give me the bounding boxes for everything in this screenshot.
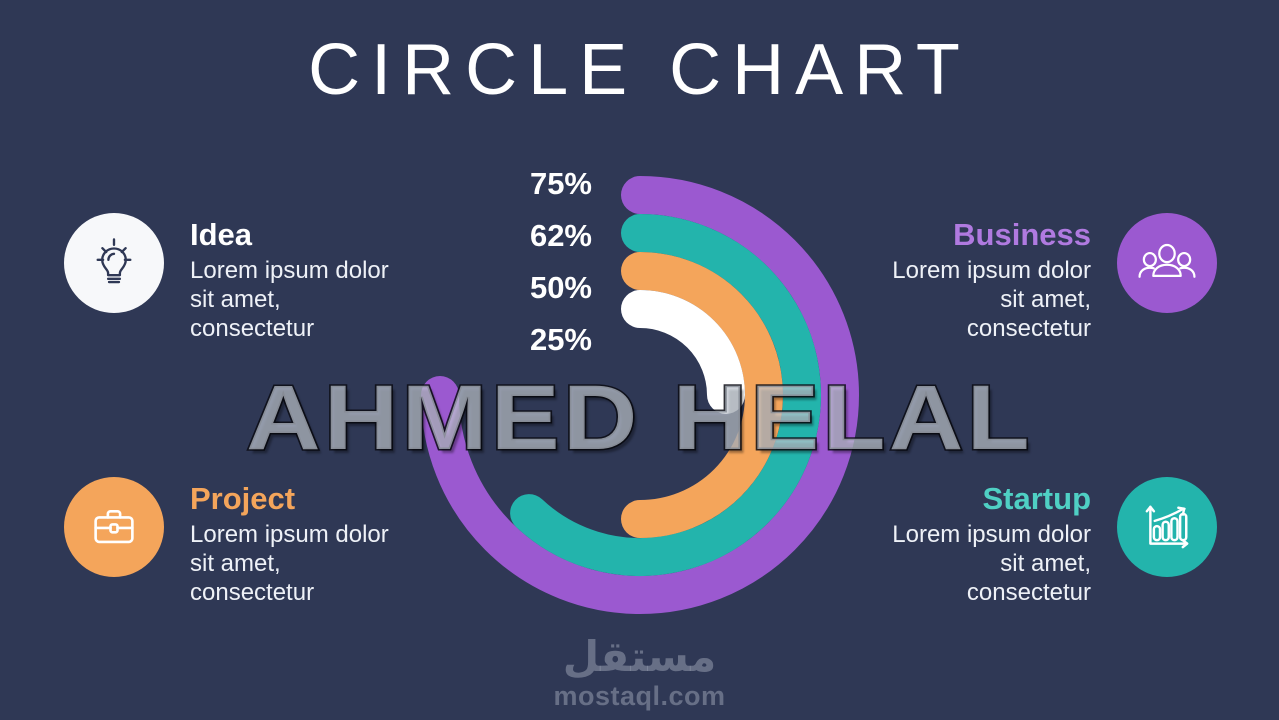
info-desc-project: Lorem ipsum dolor sit amet, consectetur	[190, 520, 389, 607]
info-text-idea: Idea Lorem ipsum dolor sit amet, consect…	[190, 213, 400, 343]
watermark-logo-domain: mostaql.com	[553, 681, 726, 711]
info-block-idea[interactable]: Idea Lorem ipsum dolor sit amet, consect…	[64, 213, 400, 343]
chart-arcs	[421, 176, 859, 614]
badge-startup	[1117, 477, 1217, 577]
watermark-logo: مستقل mostaql.com	[0, 636, 1279, 710]
info-text-startup: Startup Lorem ipsum dolor sit amet, cons…	[881, 477, 1091, 607]
info-title-project: Project	[190, 481, 296, 516]
info-desc-idea: Lorem ipsum dolor sit amet, consectetur	[190, 256, 389, 343]
info-block-startup[interactable]: Startup Lorem ipsum dolor sit amet, cons…	[881, 477, 1217, 607]
info-title-business: Business	[953, 217, 1091, 252]
page-title: CIRCLE CHART	[308, 30, 971, 110]
info-text-project: Project Lorem ipsum dolor sit amet, cons…	[190, 477, 400, 607]
circle-chart	[398, 153, 882, 637]
arc-segment-62	[510, 214, 821, 576]
arc-segment-50	[621, 252, 783, 538]
info-block-business[interactable]: Business Lorem ipsum dolor sit amet, con…	[881, 213, 1217, 343]
percentage-label-list: 75% 62% 50% 25%	[470, 168, 592, 376]
percentage-label-50: 50%	[529, 270, 592, 305]
lightbulb-icon	[96, 238, 132, 284]
circle-chart-svg	[421, 176, 859, 614]
people-group-icon	[1138, 243, 1196, 278]
badge-business	[1117, 213, 1217, 313]
info-desc-startup: Lorem ipsum dolor sit amet, consectetur	[892, 520, 1091, 607]
arc-segment-75	[421, 176, 859, 614]
badge-project	[64, 477, 164, 577]
watermark-logo-arabic: مستقل	[562, 632, 717, 681]
info-text-business: Business Lorem ipsum dolor sit amet, con…	[881, 213, 1091, 343]
percentage-label-25: 25%	[529, 322, 592, 357]
info-block-project[interactable]: Project Lorem ipsum dolor sit amet, cons…	[64, 477, 400, 607]
growth-chart-icon	[1145, 505, 1189, 549]
percentage-label-62: 62%	[529, 218, 592, 253]
percentage-label-75: 75%	[529, 166, 592, 201]
info-title-startup: Startup	[982, 481, 1092, 516]
badge-idea	[64, 213, 164, 313]
info-title-idea: Idea	[190, 217, 253, 252]
arc-segment-25	[621, 290, 745, 414]
info-desc-business: Lorem ipsum dolor sit amet, consectetur	[892, 256, 1091, 343]
briefcase-icon	[94, 509, 134, 544]
